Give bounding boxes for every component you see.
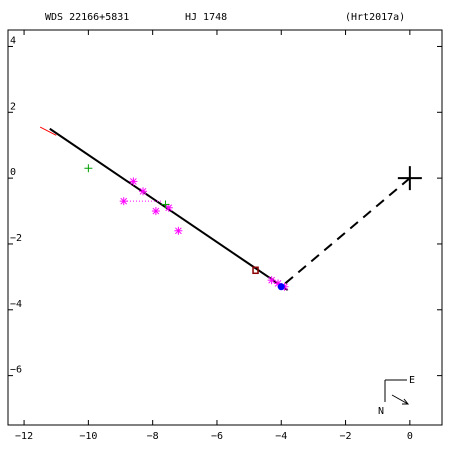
reference-label: (Hrt2017a) [345,12,405,23]
star-name-label: HJ 1748 [185,12,227,23]
observation-marks [84,164,289,291]
observation-point [164,203,173,212]
asterisk-stroke [120,197,128,205]
asterisk-stroke [268,276,275,284]
orbit-lines [39,126,422,291]
x-tick-label: −10 [79,431,97,442]
plus-point [161,200,170,209]
x-tick-label: −12 [15,431,33,442]
y-tick-label: −2 [10,233,22,244]
x-tick-label: −2 [340,431,352,442]
wds-label: WDS 22166+5831 [45,12,129,23]
compass-icon: E N [378,375,415,417]
y-tick-label: 4 [10,35,16,46]
asterisk-stroke [165,204,173,212]
y-tick-label: −6 [10,365,22,376]
observation-point [174,226,183,235]
orbit-line-red [39,126,57,136]
y-tick-label: 0 [10,167,16,178]
compass-north-label: N [378,406,384,417]
y-tick-label: −4 [10,299,22,310]
asterisk-stroke [152,207,160,215]
compass-east-label: E [409,375,415,386]
observation-point [139,187,148,196]
asterisk-stroke [175,227,182,235]
square-point [252,266,259,275]
observation-point [151,207,160,216]
axes: −12 −10 −8 −6 −4 −2 0 4 2 0 −2 −4 −6 [7,29,443,442]
plot-frame [7,29,443,426]
asterisk-stroke [139,187,147,195]
y-tick-label: 2 [10,101,16,112]
x-tick-label: −6 [211,431,223,442]
asterisk-stroke [274,280,282,287]
observation-point [119,197,128,206]
asterisk-stroke [130,178,137,185]
node-line [280,177,411,288]
x-tick-label: −8 [147,431,159,442]
observation-point [129,177,138,186]
observation-point [267,276,276,285]
x-tick-label: 0 [407,431,413,442]
circle-point [277,283,285,291]
plus-point [84,164,93,173]
x-tick-label: −4 [275,431,287,442]
